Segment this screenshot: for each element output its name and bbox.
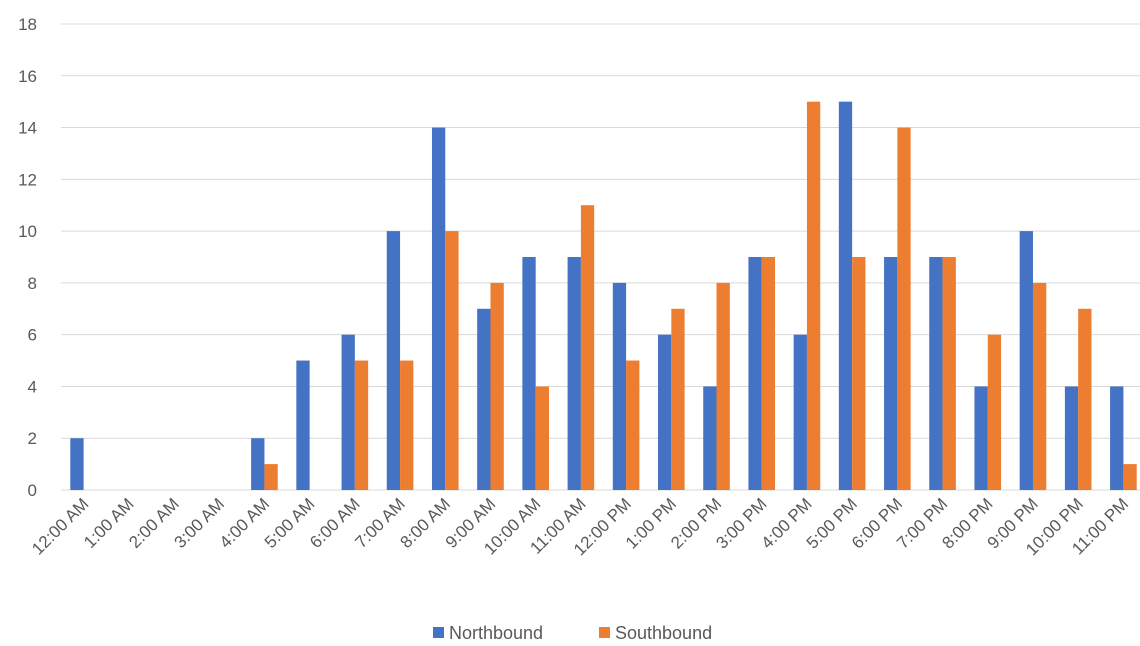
bar-southbound-11 (580, 205, 595, 490)
bar-northbound-10 (522, 257, 536, 490)
legend-swatch-northbound (433, 627, 444, 638)
bar-southbound-16 (806, 101, 821, 491)
y-tick-label: 14 (18, 119, 37, 138)
bars (70, 101, 1137, 491)
x-axis-ticks: 12:00 AM1:00 AM2:00 AM3:00 AM4:00 AM5:00… (28, 494, 1132, 559)
y-tick-label: 0 (28, 481, 37, 500)
bar-southbound-14 (716, 282, 730, 490)
bar-southbound-19 (942, 257, 956, 490)
bar-northbound-14 (703, 386, 717, 490)
bar-southbound-17 (852, 257, 866, 490)
bar-northbound-16 (793, 334, 807, 490)
bar-southbound-15 (761, 257, 776, 490)
bar-northbound-13 (658, 334, 672, 490)
y-axis-ticks: 0 2 4 6 8 10 12 14 16 18 (18, 15, 37, 500)
bar-southbound-22 (1078, 308, 1092, 490)
bar-northbound-19 (929, 257, 943, 490)
bar-northbound-5 (296, 360, 310, 490)
y-tick-label: 2 (28, 429, 37, 448)
bar-northbound-21 (1019, 231, 1033, 490)
legend: Northbound Southbound (433, 623, 712, 643)
bar-southbound-18 (897, 127, 911, 491)
y-tick-label: 8 (28, 274, 37, 293)
bar-northbound-20 (974, 386, 988, 490)
legend-label-southbound: Southbound (615, 623, 712, 643)
bar-northbound-8 (431, 127, 446, 491)
bar-northbound-23 (1110, 386, 1124, 490)
bar-northbound-15 (748, 257, 762, 490)
bar-northbound-18 (884, 257, 898, 490)
gridlines (61, 23, 1140, 491)
legend-label-northbound: Northbound (449, 623, 543, 643)
y-tick-label: 18 (18, 15, 37, 34)
x-tick-label: 12:00 AM (28, 494, 92, 558)
bar-northbound-7 (386, 231, 401, 490)
legend-swatch-southbound (599, 627, 610, 638)
bar-southbound-6 (354, 360, 369, 490)
bar-southbound-9 (490, 282, 504, 490)
y-tick-label: 6 (28, 326, 37, 345)
bar-northbound-11 (567, 257, 581, 490)
bar-southbound-7 (400, 360, 414, 490)
bar-southbound-8 (445, 231, 459, 490)
y-tick-label: 4 (28, 377, 37, 396)
bar-northbound-12 (612, 282, 627, 490)
bar-southbound-4 (264, 464, 278, 490)
bar-southbound-20 (987, 334, 1002, 490)
bar-southbound-21 (1032, 282, 1047, 490)
bar-northbound-9 (477, 308, 491, 490)
y-tick-label: 16 (18, 67, 37, 86)
bar-southbound-23 (1123, 464, 1137, 490)
bar-northbound-17 (838, 101, 853, 491)
bar-northbound-22 (1064, 386, 1079, 490)
y-tick-label: 12 (18, 170, 37, 189)
y-tick-label: 10 (18, 222, 37, 241)
bar-northbound-0 (70, 438, 84, 490)
bar-southbound-12 (626, 360, 640, 490)
bar-northbound-6 (341, 334, 355, 490)
bar-northbound-4 (251, 438, 265, 490)
bar-southbound-10 (535, 386, 549, 490)
bar-southbound-13 (671, 308, 685, 490)
